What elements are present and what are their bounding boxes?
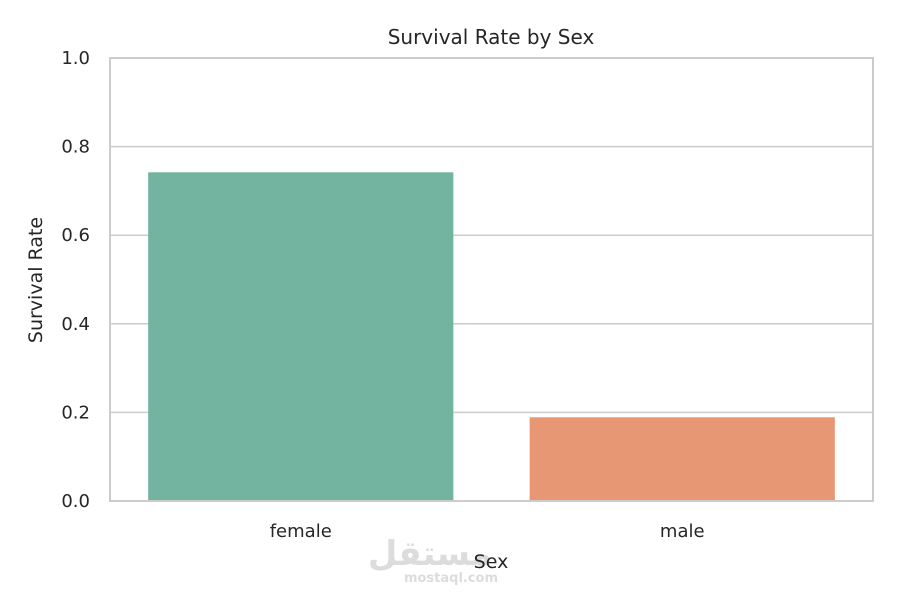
plot-frame bbox=[109, 57, 874, 502]
x-axis-label: Sex bbox=[474, 551, 509, 573]
watermark: مستقل mostaql.com bbox=[368, 534, 498, 586]
watermark-latin: mostaql.com bbox=[404, 571, 498, 586]
y-tick-labels: 0.0 0.2 0.4 0.6 0.8 1.0 bbox=[61, 48, 90, 512]
bars bbox=[148, 172, 835, 501]
x-tick-label-male: male bbox=[660, 521, 705, 542]
x-tick-label-female: female bbox=[270, 521, 332, 542]
chart-title: Survival Rate by Sex bbox=[388, 25, 595, 49]
x-tick-labels: female male bbox=[270, 521, 705, 542]
y-tick-label: 0.4 bbox=[61, 314, 90, 335]
watermark-arabic: مستقل bbox=[368, 534, 492, 574]
bar-male bbox=[529, 417, 835, 501]
y-tick-label: 0.0 bbox=[61, 491, 90, 512]
y-tick-label: 0.6 bbox=[61, 225, 90, 246]
y-axis-label: Survival Rate bbox=[25, 217, 47, 343]
bar-female bbox=[148, 172, 454, 501]
y-tick-label: 0.8 bbox=[61, 137, 90, 158]
y-tick-label: 1.0 bbox=[61, 48, 90, 69]
y-tick-label: 0.2 bbox=[61, 402, 90, 423]
